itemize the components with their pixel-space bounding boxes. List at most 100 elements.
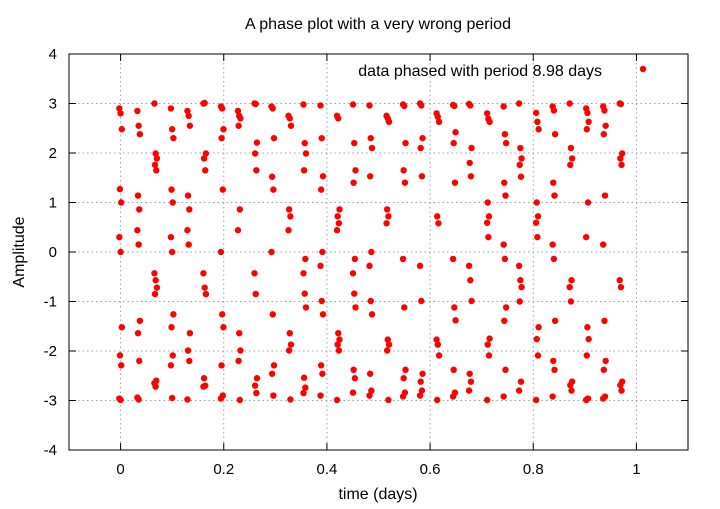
data-point (252, 290, 259, 298)
data-point (551, 192, 558, 199)
data-point (317, 186, 325, 193)
data-point (568, 155, 576, 162)
data-point (501, 179, 508, 186)
data-point (184, 347, 192, 354)
data-point (201, 99, 208, 107)
data-point (349, 101, 357, 108)
data-point (319, 173, 327, 180)
data-point (399, 393, 407, 400)
data-point (600, 366, 608, 374)
data-point (549, 241, 556, 248)
plot-border (68, 53, 689, 451)
data-point (485, 233, 492, 241)
data-point (217, 395, 225, 402)
data-point (383, 206, 391, 213)
data-point (116, 233, 123, 241)
data-point (336, 336, 343, 343)
data-point (417, 144, 424, 152)
data-point (134, 329, 142, 337)
data-point (467, 277, 474, 284)
data-point (219, 186, 227, 193)
data-point (366, 262, 373, 270)
data-point (466, 370, 473, 377)
data-point (317, 362, 325, 369)
data-point (235, 122, 242, 129)
y-tick-label: 4 (49, 46, 57, 63)
data-point (368, 248, 375, 256)
data-point (385, 341, 393, 348)
data-point (483, 219, 491, 226)
data-point (268, 173, 276, 180)
data-point (218, 134, 225, 142)
data-point (435, 220, 442, 227)
data-point (451, 179, 459, 186)
x-tick-label: 1 (632, 461, 640, 478)
data-point (136, 317, 144, 325)
data-point (502, 366, 509, 374)
data-point (568, 277, 575, 284)
y-tick-label: 3 (49, 96, 57, 113)
data-point (451, 102, 458, 110)
data-point (170, 134, 177, 142)
data-point (317, 102, 324, 109)
data-point (219, 311, 226, 318)
data-point (434, 213, 441, 220)
data-point (251, 150, 259, 157)
data-point (152, 150, 159, 157)
data-point (200, 375, 208, 382)
data-point (170, 311, 177, 318)
data-point (583, 352, 590, 359)
data-point (236, 206, 244, 213)
data-point (433, 336, 440, 343)
data-point (349, 389, 357, 396)
data-point (500, 241, 507, 248)
data-point (399, 255, 407, 263)
data-point (287, 341, 295, 348)
data-point (584, 109, 591, 117)
data-point (117, 110, 124, 117)
data-point (467, 102, 474, 109)
data-point (618, 161, 625, 169)
data-point (287, 213, 294, 220)
data-point (202, 150, 210, 157)
x-axis-label: time (days) (338, 486, 417, 503)
data-point (285, 347, 293, 354)
data-point (116, 352, 124, 359)
data-point (434, 113, 442, 121)
data-point (319, 311, 327, 318)
data-point (502, 192, 509, 199)
data-point (483, 110, 491, 117)
data-point (584, 324, 591, 331)
data-point (268, 370, 276, 377)
data-point (601, 317, 608, 325)
data-point (517, 144, 524, 152)
data-point (286, 115, 293, 122)
data-point (532, 109, 540, 117)
data-point (351, 255, 359, 263)
data-point (486, 118, 493, 126)
data-point (270, 186, 277, 193)
data-point (484, 199, 491, 206)
data-point (366, 370, 374, 377)
data-point (400, 167, 407, 174)
data-point (168, 248, 176, 256)
data-point (185, 112, 192, 120)
data-point (452, 317, 459, 324)
data-point (134, 192, 142, 199)
data-point (302, 304, 310, 311)
data-point (153, 284, 161, 291)
data-point (401, 102, 408, 110)
data-point (217, 248, 225, 256)
data-point (416, 262, 424, 270)
legend-marker (639, 65, 647, 73)
data-point (532, 396, 540, 404)
data-point (135, 122, 142, 129)
data-point (186, 122, 194, 129)
data-point (533, 335, 540, 343)
data-point (368, 387, 375, 394)
data-point (268, 248, 275, 256)
data-point (168, 394, 176, 402)
x-tick-label: 0.6 (420, 461, 441, 478)
data-point (319, 370, 326, 377)
data-point (468, 297, 475, 305)
